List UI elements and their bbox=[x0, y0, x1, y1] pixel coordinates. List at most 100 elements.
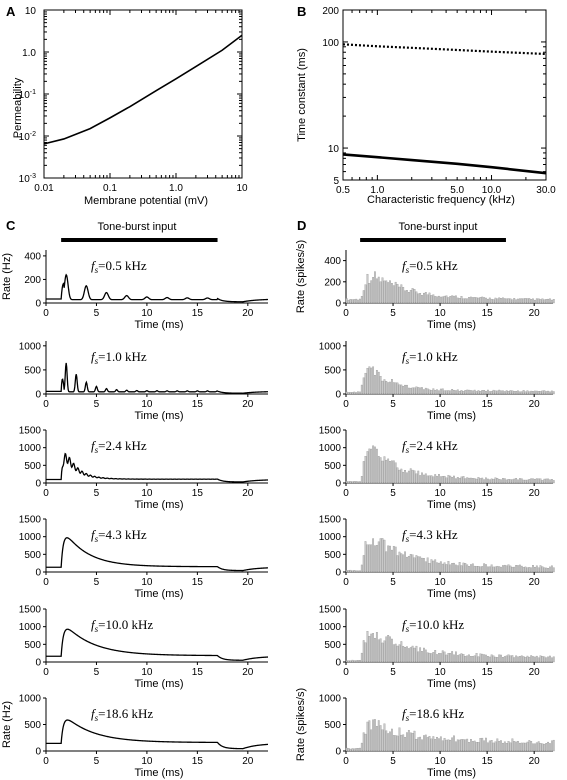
panel-d-row-5-bar bbox=[549, 743, 551, 752]
panel-b-xtick-label: 5.0 bbox=[450, 185, 464, 196]
panel-d-row-3-bar bbox=[357, 570, 359, 573]
panel-d-row-1-bar bbox=[451, 389, 454, 395]
panel-d-row-1-bar bbox=[468, 389, 470, 395]
panel-d-row-2-bar bbox=[552, 480, 555, 484]
panel-d-row-3-bar bbox=[483, 563, 486, 573]
panel-d-row-0-bar bbox=[404, 290, 406, 304]
panel-d-row-1-bar bbox=[490, 391, 493, 395]
panel-d-row-1-bar bbox=[413, 387, 416, 395]
panel-d-row-4-bar bbox=[449, 653, 452, 663]
panel-d-row-4-bar bbox=[417, 651, 420, 663]
panel-d-row-0-bar bbox=[466, 298, 469, 304]
panel-d-row-2-bar bbox=[351, 481, 354, 484]
panel-d-row-2-bar bbox=[549, 479, 551, 484]
panel-d-row-3-bar bbox=[434, 559, 437, 573]
panel-c-row-5-xtick-label: 20 bbox=[242, 756, 254, 767]
panel-d-row-2-bar bbox=[550, 479, 553, 484]
panel-d-row-1-fs-label: fs=1.0 kHz bbox=[402, 349, 458, 366]
panel-d-row-0-bar bbox=[490, 298, 493, 304]
panel-d-row-5-bar bbox=[466, 738, 469, 752]
panel-d-row-0-bar bbox=[426, 294, 429, 304]
panel-d-row-1-bar bbox=[372, 366, 375, 395]
panel-d-row-1-bar bbox=[524, 391, 527, 395]
panel-c-row-2-xtick-label: 10 bbox=[141, 488, 153, 499]
panel-d-row-0-bar bbox=[436, 296, 438, 304]
panel-d-row-3-bar bbox=[505, 565, 508, 573]
panel-d-row-3-bar bbox=[394, 546, 397, 573]
panel-c-row-1-ytick-label: 500 bbox=[24, 365, 41, 376]
panel-d-row-3-bar bbox=[477, 566, 480, 573]
panel-d-row-1-bar bbox=[545, 391, 548, 395]
panel-d-row-2-bar bbox=[502, 478, 504, 484]
panel-d-row-2-bar bbox=[357, 481, 359, 484]
panel-c-row-0-xlabel: Time (ms) bbox=[134, 319, 183, 331]
panel-d-row-0-bar bbox=[468, 297, 470, 304]
panel-d-row-1-bar bbox=[479, 390, 482, 395]
panel-d-row-5-xtick-label: 10 bbox=[435, 756, 447, 767]
panel-d-row-2-bar bbox=[398, 469, 401, 484]
panel-d-row-4-bar bbox=[357, 660, 359, 663]
panel-b-ylabel: Time constant (ms) bbox=[296, 48, 308, 142]
panel-b-xlabel: Characteristic frequency (kHz) bbox=[367, 194, 515, 206]
panel-d-row-0-bar bbox=[347, 299, 350, 304]
panel-d-row-3-bar bbox=[500, 566, 502, 573]
panel-d-row-3-bar bbox=[430, 559, 433, 573]
panel-d-row-1-bar bbox=[436, 389, 438, 395]
panel-d-row-0-bar bbox=[381, 277, 384, 304]
panel-d-row-1-xtick-label: 5 bbox=[390, 399, 396, 410]
panel-d-row-3-bar bbox=[402, 554, 405, 573]
panel-c-row-1-fs-label: fs=1.0 kHz bbox=[91, 349, 147, 366]
panel-d-row-5-ytick-label: 0 bbox=[335, 747, 341, 758]
panel-d-row-4-bar bbox=[366, 631, 369, 663]
panel-d-row-1-ytick-label: 1000 bbox=[319, 341, 342, 352]
panel-d-row-3-bar bbox=[347, 570, 350, 573]
panel-d-row-1-bar bbox=[486, 389, 489, 395]
panel-d-row-5-bar bbox=[458, 739, 461, 752]
panel-d-row-1-bar bbox=[466, 389, 469, 395]
panel-d-row-3-xtick-label: 5 bbox=[390, 577, 396, 588]
panel-d-row-1-bar bbox=[473, 389, 476, 395]
panel-d-row-2-bar bbox=[454, 478, 457, 484]
panel-d-row-1-bar bbox=[404, 384, 406, 395]
panel-c-row-3-xtick-label: 15 bbox=[192, 577, 204, 588]
panel-d-row-0-bar bbox=[537, 298, 540, 304]
panel-d-row-0-bar bbox=[357, 299, 359, 304]
panel-d-row-3-xtick-label: 20 bbox=[529, 577, 541, 588]
panel-d-row-0-bar bbox=[370, 280, 373, 304]
panel-d-row-0-bar bbox=[406, 290, 408, 304]
panel-d-row-1-bar bbox=[449, 390, 452, 395]
panel-b-xtick-label: 1.0 bbox=[370, 185, 384, 196]
panel-d-row-0-bar bbox=[498, 297, 501, 304]
panel-d-row-3-bar bbox=[458, 562, 461, 573]
panel-d-row-5-bar bbox=[394, 735, 397, 752]
panel-c-row-5-ylabel: Rate (Hz) bbox=[1, 701, 13, 748]
panel-d-row-2-bar bbox=[379, 457, 382, 484]
panel-d-row-3-bar bbox=[511, 566, 514, 573]
panel-d-row-0-bar bbox=[464, 298, 467, 304]
panel-d-row-5-bar bbox=[541, 743, 544, 752]
panel-b-ytick-label: 10 bbox=[328, 144, 340, 155]
panel-d-row-5-bar bbox=[485, 737, 487, 752]
panel-d-row-3-bar bbox=[456, 565, 459, 573]
panel-d-row-3-bar bbox=[360, 564, 363, 573]
panel-d-row-1-bar bbox=[456, 389, 459, 395]
panel-a-ytick-label: 10-1 bbox=[19, 89, 36, 101]
panel-d-row-0-bar bbox=[552, 299, 555, 304]
panel-d-row-4-bar bbox=[409, 647, 412, 663]
panel-d-row-5-ytick-label: 1000 bbox=[319, 694, 342, 705]
panel-d-row-4-bar bbox=[526, 655, 529, 663]
panel-d-row-2-bar bbox=[462, 476, 465, 484]
panel-d-row-2-bar bbox=[511, 479, 514, 484]
panel-d-row-0-bar bbox=[528, 298, 531, 304]
panel-d-row-0-ylabel: Rate (spikes/s) bbox=[295, 240, 307, 313]
panel-d-row-4-bar bbox=[468, 654, 470, 663]
panel-d-row-2-bar bbox=[539, 478, 542, 484]
panel-d-row-4-bar bbox=[475, 653, 478, 663]
panel-d-row-2-bar bbox=[366, 451, 369, 484]
panel-d-row-1-bar bbox=[470, 390, 472, 395]
panel-d-row-0-bar bbox=[507, 298, 510, 304]
panel-d-row-1-bar bbox=[443, 390, 446, 395]
panel-d-row-5-bar bbox=[532, 743, 534, 752]
panel-d-row-3-bar bbox=[398, 551, 401, 573]
panel-d-row-1-bar bbox=[368, 366, 371, 395]
